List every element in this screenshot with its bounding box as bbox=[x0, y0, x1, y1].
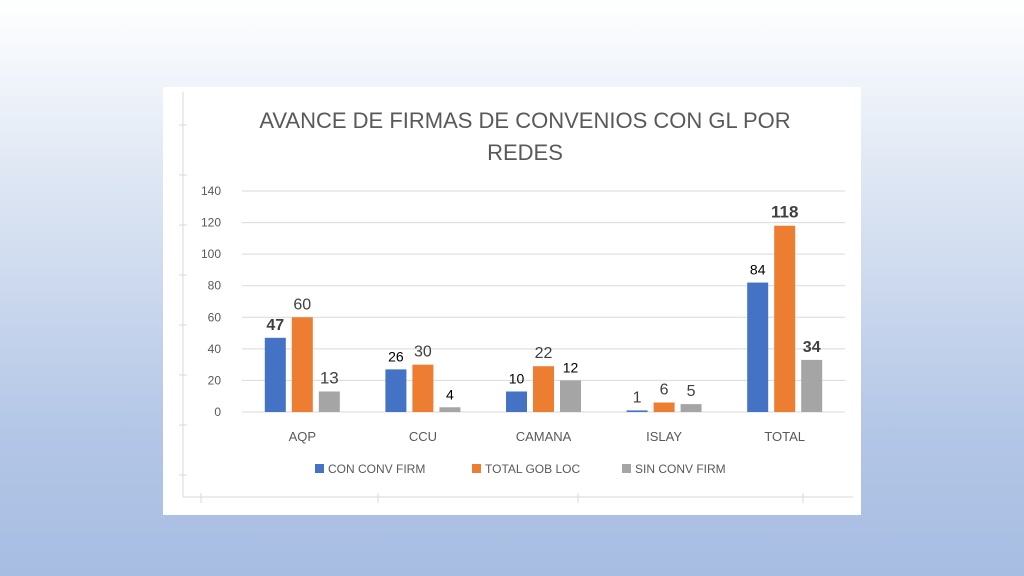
x-category-label: CCU bbox=[409, 429, 437, 444]
legend-label: SIN CONV FIRM bbox=[635, 462, 726, 476]
x-category-label: TOTAL bbox=[764, 429, 805, 444]
x-axis-categories: AQP CCU CAMANA ISLAY TOTAL bbox=[289, 429, 805, 444]
y-axis-ticks: 0 20 40 60 80 100 120 140 bbox=[201, 184, 221, 419]
bar bbox=[680, 404, 702, 412]
data-label: 60 bbox=[293, 296, 311, 313]
data-label: 13 bbox=[320, 368, 339, 387]
data-label: 12 bbox=[563, 359, 579, 375]
data-labels: 47 60 13 26 30 4 10 22 12 1 6 5 84 118 34 bbox=[266, 203, 820, 407]
y-tick-label: 140 bbox=[201, 184, 221, 198]
data-label: 1 bbox=[633, 389, 642, 406]
legend-swatch bbox=[315, 464, 324, 473]
bar bbox=[560, 380, 581, 412]
bar bbox=[626, 410, 648, 412]
bar bbox=[774, 225, 796, 412]
chart-card: AVANCE DE FIRMAS DE CONVENIOS CON GL POR… bbox=[163, 87, 861, 515]
data-label: 47 bbox=[266, 317, 284, 334]
data-label: 22 bbox=[535, 345, 553, 362]
x-category-label: CAMANA bbox=[516, 429, 572, 444]
legend-label: CON CONV FIRM bbox=[328, 462, 425, 476]
y-tick-label: 80 bbox=[208, 279, 222, 293]
y-tick-label: 100 bbox=[201, 247, 221, 261]
legend-swatch bbox=[472, 464, 481, 473]
y-tick-label: 0 bbox=[214, 405, 221, 419]
bar bbox=[506, 391, 527, 412]
bar bbox=[264, 337, 286, 412]
bar bbox=[318, 391, 340, 412]
bar bbox=[291, 317, 313, 412]
bar bbox=[533, 366, 554, 412]
y-tick-label: 40 bbox=[208, 342, 222, 356]
bar bbox=[439, 407, 461, 412]
bars bbox=[264, 225, 823, 412]
x-category-label: AQP bbox=[289, 429, 316, 444]
data-label: 34 bbox=[803, 339, 821, 356]
data-label: 6 bbox=[660, 382, 669, 399]
bar bbox=[412, 364, 434, 412]
bar bbox=[385, 369, 407, 412]
y-tick-label: 20 bbox=[208, 373, 222, 387]
y-tick-label: 60 bbox=[208, 310, 222, 324]
frame-ticks bbox=[179, 124, 804, 503]
data-label: 118 bbox=[771, 203, 798, 222]
data-label: 84 bbox=[750, 262, 766, 278]
bar bbox=[653, 402, 675, 412]
x-category-label: ISLAY bbox=[646, 429, 682, 444]
data-label: 4 bbox=[446, 386, 454, 402]
bar bbox=[747, 282, 769, 412]
data-label: 30 bbox=[414, 344, 432, 361]
data-label: 10 bbox=[509, 370, 525, 386]
data-label: 5 bbox=[687, 383, 696, 400]
grid-layer bbox=[242, 190, 845, 413]
chart-title-line-1: AVANCE DE FIRMAS DE CONVENIOS CON GL POR bbox=[259, 108, 790, 133]
y-tick-label: 120 bbox=[201, 216, 221, 230]
data-label: 26 bbox=[388, 348, 404, 364]
chart-title-line-2: REDES bbox=[487, 140, 563, 165]
legend: CON CONV FIRM TOTAL GOB LOC SIN CONV FIRM bbox=[315, 462, 726, 476]
bar-chart: AVANCE DE FIRMAS DE CONVENIOS CON GL POR… bbox=[179, 92, 853, 503]
legend-swatch bbox=[622, 464, 631, 473]
bar bbox=[801, 359, 823, 412]
legend-label: TOTAL GOB LOC bbox=[485, 462, 580, 476]
